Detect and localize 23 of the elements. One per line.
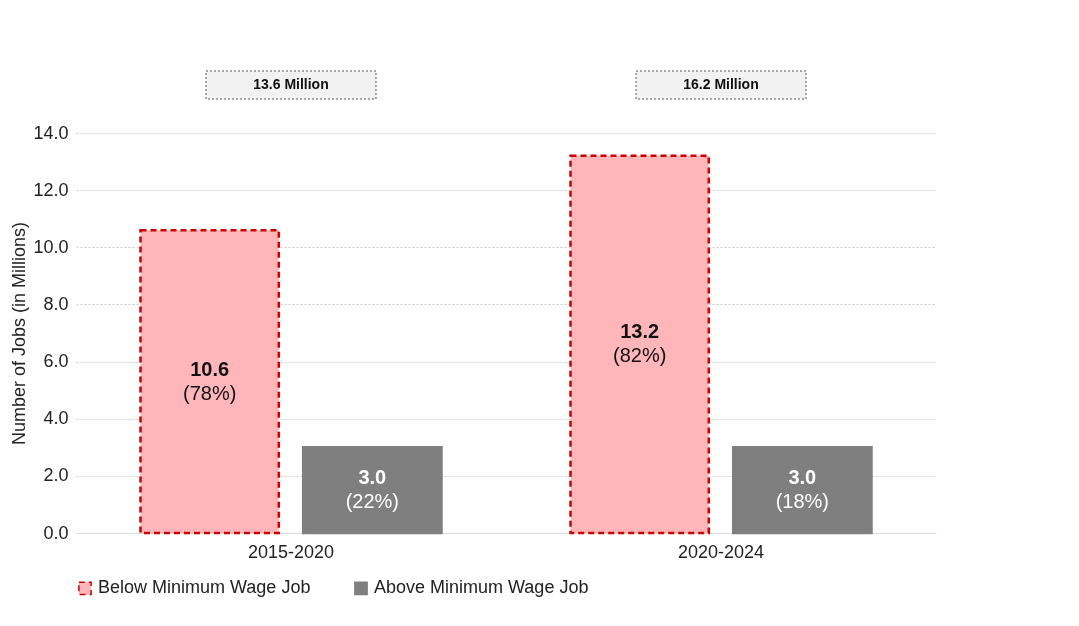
y-tick-label: 0.0: [43, 522, 69, 543]
y-axis-title: Number of Jobs (in Millions): [9, 221, 30, 446]
bar: [301, 446, 443, 535]
text: 16.2 Million: [683, 76, 759, 92]
y-tick-label: 2.0: [43, 465, 69, 486]
bar: [731, 446, 873, 535]
y-tick-label: 6.0: [43, 351, 69, 372]
text: 13.2 (82%): [612, 320, 667, 367]
y-tick-label: 4.0: [43, 408, 69, 429]
legend-label: Below Minimum Wage Job: [98, 577, 311, 598]
x-tick-label: 2020-2024: [677, 541, 765, 562]
y-tick-label: 12.0: [33, 179, 69, 200]
text: 10.6 (78%): [182, 357, 237, 404]
text: 13.6 Million: [253, 76, 329, 92]
text: 3.0 (22%): [345, 466, 400, 513]
x-tick-label: 2015-2020: [247, 541, 335, 562]
y-tick-label: 8.0: [43, 293, 69, 314]
legend-label: Above Minimum Wage Job: [374, 577, 589, 598]
bar: [569, 154, 711, 535]
y-tick-label: 14.0: [33, 122, 69, 143]
text: 3.0 (18%): [775, 466, 830, 513]
y-tick-label: 10.0: [33, 236, 69, 257]
bar: [139, 228, 281, 535]
